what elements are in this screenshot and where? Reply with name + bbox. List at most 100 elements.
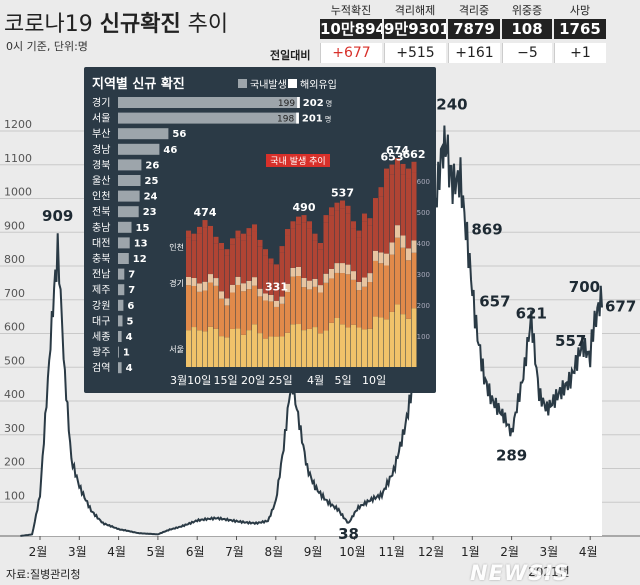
- trend-bar-segment: [356, 237, 362, 282]
- trend-bar-segment: [367, 273, 373, 283]
- trend-bar-segment: [389, 242, 395, 255]
- trend-bar-segment: [219, 291, 224, 299]
- trend-bar-segment: [213, 285, 219, 329]
- trend-bar-segment: [246, 289, 252, 331]
- x-tick-labels: 2월 3월 4월 5월 6월 7월 8월 9월 10월 11월 12월 1월 2월 3월 4월 2021년: [29, 536, 598, 579]
- region-total-value: 25: [145, 176, 159, 187]
- trend-bar-segment: [400, 174, 406, 236]
- trend-bar-segment: [285, 229, 290, 236]
- trend-bar-segment: [279, 252, 285, 297]
- region-label: 세종: [92, 331, 110, 343]
- trend-bar-segment: [296, 275, 301, 325]
- region-bar: [118, 221, 132, 233]
- legend-overseas-swatch: [288, 79, 297, 88]
- trend-bar-segment: [340, 208, 345, 264]
- trend-bar-segment: [307, 289, 312, 329]
- trend-bar-segment: [224, 337, 230, 367]
- trend-bar-segment: [307, 221, 312, 229]
- trend-x-label: 20일: [241, 373, 265, 387]
- trend-title: 국내 발생 추이: [270, 156, 325, 167]
- x-tick-label: 3월: [540, 545, 559, 559]
- stat-value: 108: [502, 19, 552, 39]
- x-tick-label: 2월: [500, 545, 519, 559]
- trend-bar-segment: [411, 308, 417, 367]
- y-tick-label: 1000: [4, 186, 32, 199]
- trend-bar-segment: [202, 220, 208, 228]
- trend-bar-segment: [406, 260, 411, 319]
- y-tick-label: 700: [4, 287, 25, 300]
- change-label: 전일대비: [270, 49, 311, 62]
- year-label: 2021년: [528, 565, 570, 579]
- legend-overseas: 해외유입: [300, 78, 337, 91]
- stat-label: 누적확진: [330, 4, 372, 17]
- trend-bar-segment: [351, 228, 356, 272]
- stat-released: 격리해제 9만9301 +515: [384, 3, 446, 63]
- trend-bar-segment: [274, 269, 279, 301]
- trend-bar-segment: [230, 292, 235, 329]
- daily-cases-line: [20, 125, 603, 537]
- stat-isolated: 격리중 7879 +161: [448, 3, 500, 63]
- region-bar: [118, 112, 299, 124]
- trend-bar-segment: [257, 333, 263, 367]
- trend-bar-segment: [318, 333, 323, 367]
- region-total-value: 6: [127, 301, 134, 312]
- trend-bar-segment: [406, 248, 411, 261]
- x-tick-label: 7월: [225, 545, 244, 559]
- subtitle: 0시 기준, 단위:명: [6, 40, 88, 53]
- trend-bar-segment: [406, 178, 411, 249]
- trend-bar-segment: [356, 281, 362, 291]
- peak-label: 869: [471, 221, 502, 239]
- trend-bar-segment: [213, 328, 219, 367]
- trend-bar-segment: [351, 221, 356, 229]
- trend-bar-segment: [208, 274, 213, 283]
- trend-bar-segment: [219, 243, 224, 250]
- trend-bar-segment: [285, 332, 290, 367]
- trend-bar-segment: [235, 230, 241, 238]
- region-bar: [118, 206, 139, 218]
- trend-bar-segment: [235, 237, 241, 277]
- trend-bar-segment: [312, 233, 318, 241]
- stat-cumulative: 누적확진 10만8945 +677: [320, 3, 382, 63]
- trend-bar-segment: [224, 305, 230, 338]
- region-total-value: 201: [302, 114, 323, 125]
- region-bar: [118, 299, 124, 311]
- trend-bar-segment: [312, 240, 318, 279]
- trend-bar-segment: [307, 228, 312, 281]
- trend-bar-segment: [307, 328, 312, 367]
- stat-label: 위중증: [511, 4, 543, 17]
- region-total-value: 202: [303, 98, 324, 109]
- x-tick-label: 8월: [264, 545, 283, 559]
- trend-bar-segment: [312, 286, 318, 328]
- region-total-value: 5: [127, 316, 134, 327]
- trend-bar-segment: [208, 233, 213, 275]
- trend-bar-segment: [400, 314, 406, 367]
- trend-bar-segment: [362, 286, 367, 330]
- region-total-value: 1: [123, 348, 130, 359]
- region-total-value: 15: [136, 223, 150, 234]
- regional-inset: 지역별 신규 확진 국내발생 해외유입 경기 199 202 명서울 198 201 명부산…: [84, 67, 436, 393]
- trend-bar-segment: [252, 277, 257, 286]
- stat-change: +161: [448, 43, 500, 63]
- trend-bar-segment: [268, 301, 274, 337]
- trend-bar-segment: [395, 225, 400, 238]
- y-tick-label: 1100: [4, 152, 32, 165]
- x-tick-label: 11월: [379, 545, 405, 559]
- trend-bar-segment: [213, 278, 219, 286]
- trend-bar-segment: [246, 330, 252, 367]
- trend-bar-segment: [384, 178, 389, 254]
- stat-label: 사망: [569, 4, 591, 17]
- trend-bar-segment: [340, 324, 345, 367]
- trend-bar-segment: [367, 218, 373, 226]
- stat-change: +677: [320, 43, 382, 63]
- x-tick-label: 4월: [579, 545, 598, 559]
- trend-bar-segment: [329, 278, 334, 323]
- trend-bar-segment: [301, 215, 307, 223]
- trend-bar-segment: [257, 288, 263, 297]
- region-label: 부산: [92, 128, 110, 140]
- trend-bar-segment: [224, 298, 230, 306]
- region-label: 강원: [92, 300, 110, 312]
- region-label: 대구: [92, 315, 110, 327]
- trend-bar-segment: [274, 306, 279, 337]
- trend-bar-segment: [362, 277, 367, 287]
